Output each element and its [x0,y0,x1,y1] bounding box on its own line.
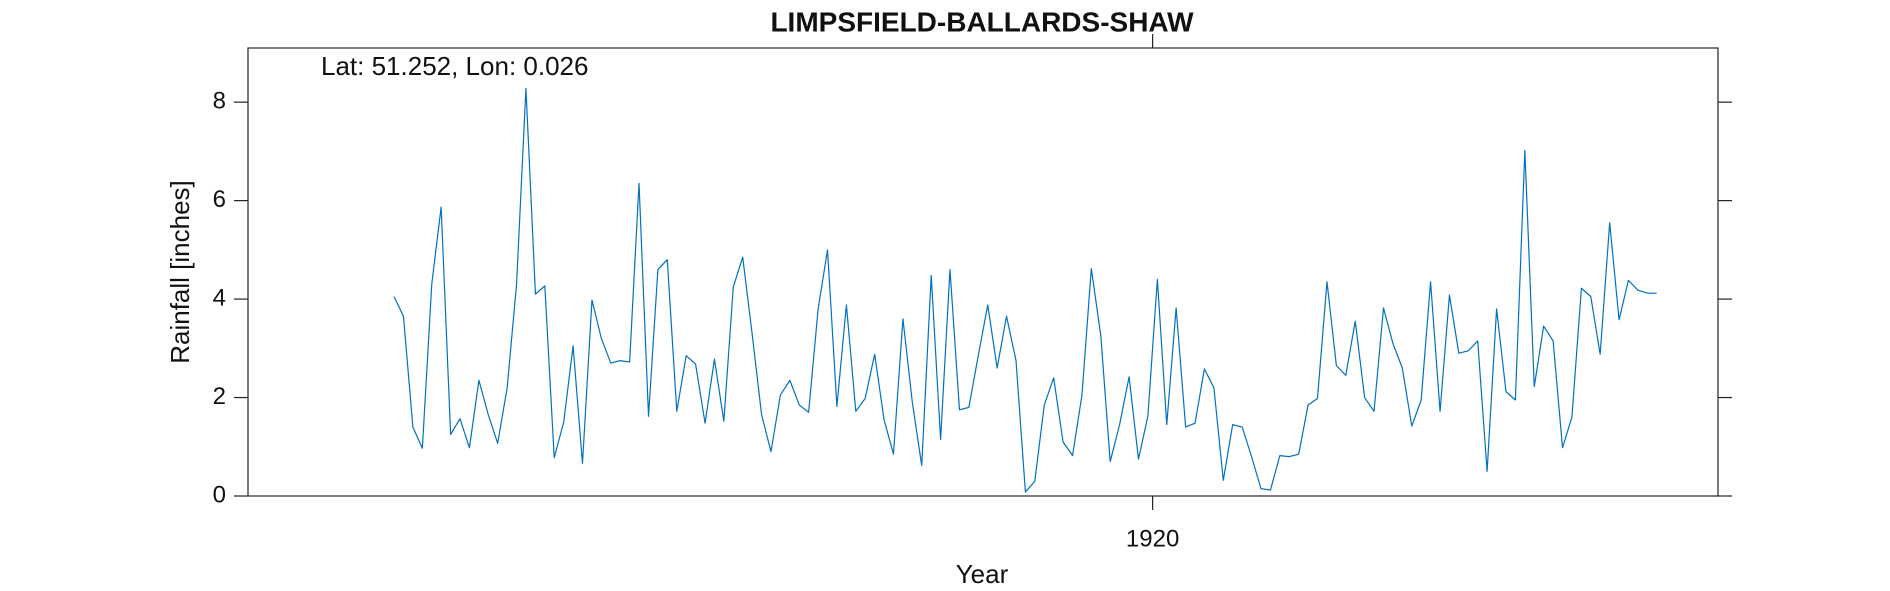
axes-box [247,47,1719,497]
y-tick-label: 2 [213,383,226,410]
y-tick-label: 6 [213,186,226,213]
chart-title: LIMPSFIELD-BALLARDS-SHAW [770,6,1194,37]
annotation: Lat: 51.252, Lon: 0.026 [321,51,588,81]
x-axis-label: Year [956,559,1009,589]
x-tick-label: 1920 [1126,525,1179,552]
data-line [393,87,1657,493]
y-tick-label: 4 [213,284,226,311]
plot-area: 0 2 4 6 8 1920 [213,34,1732,552]
y-axis-label: Rainfall [inches] [165,180,195,364]
y-tick-label: 0 [213,481,226,508]
y-tick-label: 8 [213,87,226,114]
